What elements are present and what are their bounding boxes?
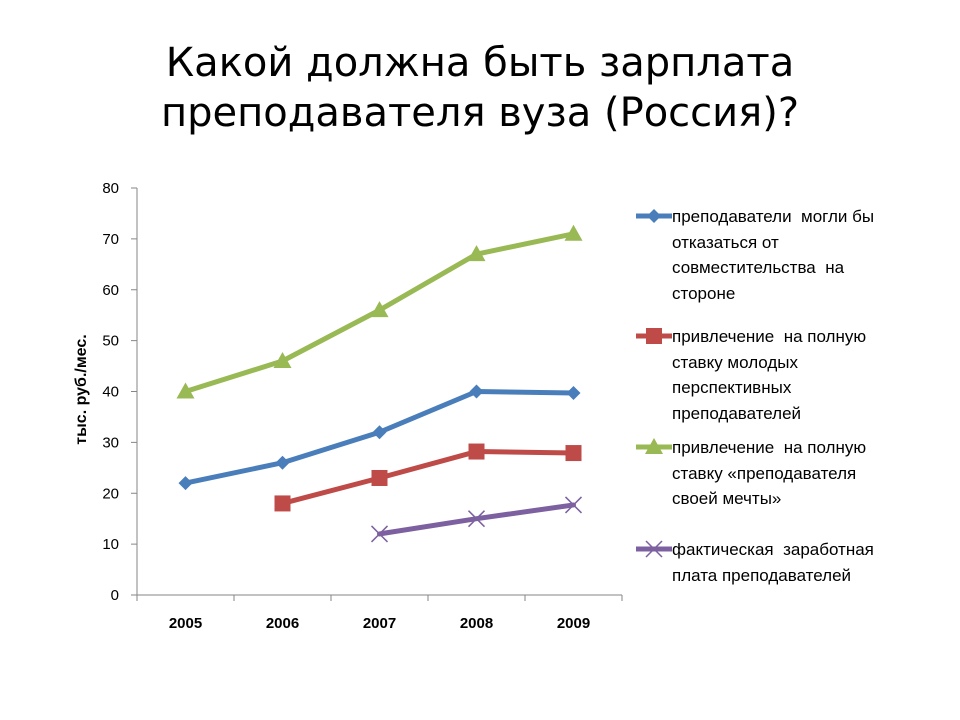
legend-swatch bbox=[636, 540, 672, 558]
y-tick-label: 40 bbox=[102, 384, 119, 401]
x-tick-label: 2005 bbox=[169, 615, 202, 632]
data-point bbox=[467, 245, 486, 262]
y-tick-label: 30 bbox=[102, 434, 119, 451]
legend-label-line: привлечение на полную bbox=[672, 327, 867, 346]
data-point bbox=[273, 351, 292, 368]
legend-label: фактическая заработная плата преподавател… bbox=[672, 537, 922, 588]
legend-label-line: стороне bbox=[672, 283, 736, 303]
x-tick-label: 2008 bbox=[460, 615, 493, 632]
data-point bbox=[467, 510, 486, 528]
data-point bbox=[275, 455, 290, 470]
x-tick-label: 2007 bbox=[363, 615, 396, 632]
data-point bbox=[178, 476, 193, 491]
series-4 bbox=[370, 496, 583, 543]
data-point bbox=[565, 445, 582, 462]
data-point bbox=[370, 525, 389, 543]
chart-title-line-2: преподавателя вуза (Россия)? bbox=[160, 90, 800, 136]
y-tick-label: 20 bbox=[102, 485, 119, 502]
y-tick-label: 50 bbox=[102, 333, 119, 350]
legend-label-line: преподаватели могли бы bbox=[672, 207, 875, 226]
data-point bbox=[564, 224, 583, 241]
chart-title: Какой должна быть зарплата преподавателя… bbox=[80, 38, 880, 138]
series-3 bbox=[176, 224, 583, 399]
x-tick-label: 2006 bbox=[266, 615, 299, 632]
legend-swatch bbox=[636, 328, 672, 344]
legend-label-line: своей мечты» bbox=[672, 489, 782, 509]
y-tick-label: 60 bbox=[102, 282, 119, 299]
legend-label-line: ставку молодых bbox=[672, 352, 799, 372]
legend-label-line: привлечение на полную bbox=[672, 438, 867, 457]
y-tick-label: 80 bbox=[102, 180, 119, 197]
legend-marker bbox=[645, 438, 663, 454]
y-tick-label: 10 bbox=[102, 536, 119, 553]
series-line bbox=[280, 449, 576, 506]
legend-label-line: фактическая заработная bbox=[672, 540, 874, 559]
legend-label-line: перспективных bbox=[672, 378, 792, 398]
legend-marker bbox=[645, 540, 663, 558]
legend-marker bbox=[646, 328, 662, 344]
legend-label-line: ставку «преподавателя bbox=[672, 463, 857, 483]
legend-label-line: совместительства на bbox=[672, 258, 845, 278]
data-point bbox=[371, 469, 388, 486]
legend-label: привлечение на полную ставку молодых персп… bbox=[672, 324, 922, 426]
y-tick-label: 0 bbox=[111, 587, 119, 604]
legend-label-line: преподавателей bbox=[672, 403, 802, 423]
data-point bbox=[176, 382, 195, 399]
legend-label: преподаватели могли бы отказаться от совме… bbox=[672, 204, 922, 306]
data-point bbox=[372, 425, 387, 440]
data-point bbox=[370, 301, 389, 318]
legend-label-line: плата преподавателей bbox=[672, 565, 852, 585]
x-tick-label: 2009 bbox=[557, 615, 590, 632]
chart-title-line-1: Какой должна быть зарплата bbox=[165, 40, 795, 86]
legend-marker bbox=[647, 209, 661, 223]
data-point bbox=[566, 386, 581, 401]
data-point bbox=[274, 495, 291, 512]
series-2 bbox=[274, 443, 582, 512]
series-1 bbox=[178, 384, 581, 491]
legend-label: привлечение на полную ставку «преподавате… bbox=[672, 435, 922, 512]
legend-label-line: отказаться от bbox=[672, 232, 779, 252]
legend-swatch bbox=[636, 438, 672, 454]
y-axis-label: тыс. руб./мес. bbox=[73, 334, 90, 444]
data-point bbox=[564, 496, 583, 514]
data-point bbox=[468, 443, 485, 460]
legend-swatch bbox=[636, 209, 672, 223]
y-tick-label: 70 bbox=[102, 231, 119, 248]
data-point bbox=[469, 384, 484, 399]
